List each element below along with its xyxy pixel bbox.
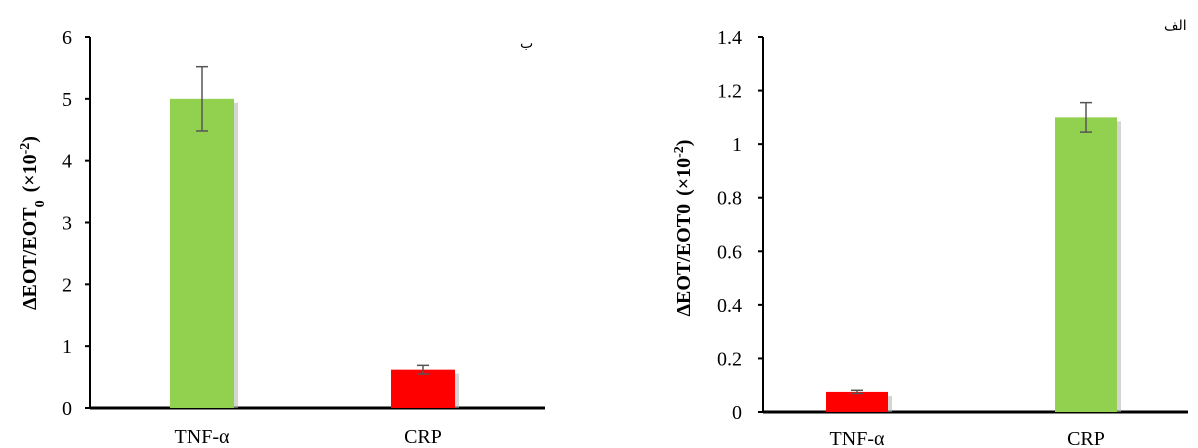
y-tick-label: 1 xyxy=(732,134,742,156)
y-tick-label: 0.4 xyxy=(717,295,742,317)
chart-panel-alef: الف ΔEOT/EOT0(×10-2) 0 0.2 0.4 0.6 0.8 1 1.2 1.… xyxy=(672,18,1188,448)
chart-panel-b: ب ΔEOT/EOT0(×10-2) 0 1 2 3 4 5 6 TNF-α CRP xyxy=(18,27,545,448)
error-bar xyxy=(1080,101,1092,133)
y-tick-label: 2 xyxy=(62,274,72,296)
y-tick-label: 5 xyxy=(62,89,72,111)
y-tick-label: 0 xyxy=(62,398,72,420)
bar-TNF-α xyxy=(826,391,888,412)
bar-TNF-α xyxy=(170,98,234,408)
y-tick-label: 0.6 xyxy=(717,241,742,263)
y-tick-label: 6 xyxy=(62,27,72,49)
y-tick-label: 3 xyxy=(62,213,72,235)
x-category-label: CRP xyxy=(404,426,442,448)
y-tick-label: 0.2 xyxy=(717,348,742,370)
y-tick-label: 0.8 xyxy=(717,188,742,210)
x-category-label: CRP xyxy=(1067,428,1105,448)
y-tick-label: 1.2 xyxy=(717,81,742,103)
bar-CRP xyxy=(391,369,455,408)
panel-label-alef: الف xyxy=(1164,18,1187,34)
y-axis-label-b: ΔEOT/EOT0(×10-2) xyxy=(18,136,48,310)
y-tick-label: 0 xyxy=(732,402,742,424)
error-bar xyxy=(851,389,863,395)
y-tick-label: 1.4 xyxy=(717,27,742,49)
y-tick-label: 1 xyxy=(62,336,72,358)
y-axis-label-alef: ΔEOT/EOT0(×10-2) xyxy=(672,140,696,317)
bar-CRP xyxy=(1055,117,1117,412)
error-bar xyxy=(196,65,208,132)
error-bar xyxy=(417,364,429,375)
panel-label-b: ب xyxy=(520,36,533,52)
x-category-label: TNF-α xyxy=(830,428,885,448)
y-tick-label: 4 xyxy=(62,151,72,173)
x-category-label: TNF-α xyxy=(175,426,230,448)
